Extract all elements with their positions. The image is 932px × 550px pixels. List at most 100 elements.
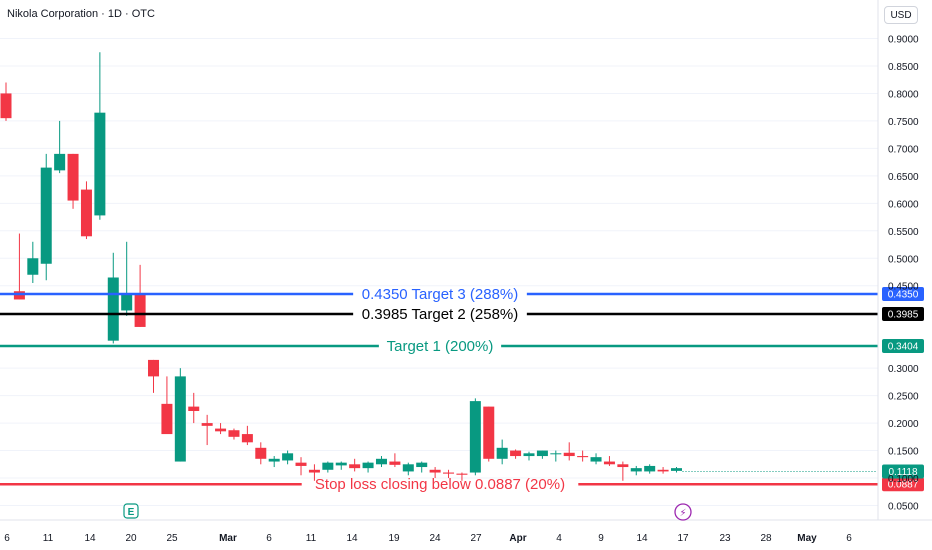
candle[interactable] bbox=[268, 456, 280, 468]
candle[interactable] bbox=[349, 458, 361, 472]
candle-body bbox=[416, 462, 428, 468]
candle[interactable] bbox=[161, 376, 173, 435]
candle[interactable] bbox=[362, 461, 374, 473]
candle[interactable] bbox=[27, 241, 39, 283]
candle[interactable] bbox=[13, 233, 25, 300]
flash-icon bbox=[674, 503, 692, 521]
price-tag bbox=[882, 307, 924, 322]
candle[interactable] bbox=[563, 442, 575, 461]
candle[interactable] bbox=[308, 464, 320, 481]
x-tick-label: Apr bbox=[509, 533, 526, 544]
candle[interactable] bbox=[40, 153, 52, 281]
candle[interactable] bbox=[536, 450, 548, 459]
candle-body bbox=[671, 468, 682, 471]
candle[interactable] bbox=[67, 153, 79, 209]
candle[interactable] bbox=[335, 461, 347, 470]
candle-body bbox=[469, 401, 481, 473]
candle[interactable] bbox=[0, 82, 12, 121]
x-tick-label: 17 bbox=[677, 533, 689, 544]
candle-series bbox=[0, 52, 682, 481]
candle[interactable] bbox=[148, 359, 160, 393]
candle[interactable] bbox=[590, 453, 602, 465]
candle[interactable] bbox=[255, 442, 267, 465]
x-tick-label: 14 bbox=[636, 533, 648, 544]
candle[interactable] bbox=[107, 252, 119, 344]
candle[interactable] bbox=[510, 449, 522, 459]
candle[interactable] bbox=[456, 472, 468, 481]
candle[interactable] bbox=[496, 439, 508, 465]
candle[interactable] bbox=[644, 464, 656, 474]
price-levels: 0.4350 Target 3 (288%) 0.4350 0.3985 Targe… bbox=[0, 286, 924, 493]
level-target2[interactable]: 0.3985 Target 2 (258%) 0.3985 bbox=[0, 306, 924, 323]
y-tick-label: 0.8000 bbox=[888, 89, 919, 100]
candle-body bbox=[630, 468, 642, 472]
level-target1[interactable]: Target 1 (200%) 0.3404 bbox=[0, 338, 924, 355]
y-axis: 0.9000 0.8500 0.8000 0.7500 0.7000 0.6500 0.60… bbox=[0, 0, 932, 521]
candle[interactable] bbox=[54, 120, 66, 174]
candle[interactable] bbox=[94, 52, 106, 220]
x-tick-label: 11 bbox=[43, 533, 54, 544]
candle[interactable] bbox=[483, 406, 495, 462]
candle[interactable] bbox=[80, 181, 92, 240]
candle[interactable] bbox=[282, 450, 294, 465]
candle[interactable] bbox=[429, 467, 441, 479]
candle[interactable] bbox=[617, 461, 629, 481]
candle[interactable] bbox=[215, 423, 227, 435]
candle[interactable] bbox=[375, 456, 387, 468]
candle[interactable] bbox=[671, 467, 682, 473]
candle[interactable] bbox=[241, 425, 253, 446]
flash-icon-label: ⚡ bbox=[679, 508, 686, 519]
x-tick-label: 24 bbox=[429, 533, 441, 544]
level-stoploss[interactable]: Stop loss closing below 0.0887 (20%) 0.08… bbox=[0, 476, 924, 493]
last-price-tag bbox=[882, 464, 924, 479]
candle[interactable] bbox=[416, 461, 428, 473]
candle-body bbox=[536, 450, 548, 457]
candle[interactable] bbox=[657, 467, 669, 474]
candle-body bbox=[349, 464, 361, 469]
candle[interactable] bbox=[389, 453, 401, 468]
candle[interactable] bbox=[322, 461, 334, 473]
x-tick-label: May bbox=[797, 533, 817, 544]
candle[interactable] bbox=[134, 264, 146, 327]
x-tick-label: 6 bbox=[846, 533, 852, 544]
candle[interactable] bbox=[577, 450, 589, 462]
flash-marker[interactable]: ⚡ bbox=[674, 503, 692, 521]
price-tag-label: 0.4350 bbox=[888, 289, 919, 300]
candle-body bbox=[362, 462, 374, 469]
candle[interactable] bbox=[469, 398, 481, 476]
candle-body bbox=[215, 428, 227, 432]
level-label: 0.3985 Target 2 (258%) bbox=[362, 306, 519, 323]
y-tick-label: 0.7000 bbox=[888, 144, 919, 155]
x-tick-label: 23 bbox=[719, 533, 731, 544]
candle-body bbox=[375, 458, 387, 465]
x-tick-label: 28 bbox=[760, 533, 772, 544]
x-tick-label: 4 bbox=[556, 533, 562, 544]
candle-body bbox=[228, 430, 240, 437]
earnings-marker[interactable]: E bbox=[123, 503, 139, 519]
candle-body bbox=[255, 447, 267, 459]
candle[interactable] bbox=[443, 469, 455, 479]
candle-body bbox=[308, 469, 320, 473]
y-tick-label: 0.5000 bbox=[888, 254, 919, 265]
y-tick-label: 0.8500 bbox=[888, 62, 919, 73]
candle[interactable] bbox=[523, 451, 535, 461]
candle[interactable] bbox=[550, 450, 562, 462]
candle[interactable] bbox=[402, 462, 414, 476]
currency-button[interactable]: USD bbox=[884, 6, 918, 24]
candle-body bbox=[429, 469, 441, 473]
candle[interactable] bbox=[188, 392, 200, 424]
candle[interactable] bbox=[630, 465, 642, 476]
level-target3[interactable]: 0.4350 Target 3 (288%) 0.4350 bbox=[0, 286, 924, 303]
candle[interactable] bbox=[295, 457, 307, 476]
candle[interactable] bbox=[201, 414, 213, 446]
last-price-label: 0.1118 bbox=[888, 467, 918, 478]
candle[interactable] bbox=[603, 456, 615, 466]
candle[interactable] bbox=[174, 368, 186, 462]
candle[interactable] bbox=[228, 428, 240, 440]
candle-body bbox=[0, 93, 12, 119]
candle[interactable] bbox=[121, 241, 133, 316]
x-tick-label: 6 bbox=[4, 533, 10, 544]
y-tick-label: 0.0500 bbox=[888, 502, 919, 513]
y-tick-label: 0.2000 bbox=[888, 419, 919, 430]
